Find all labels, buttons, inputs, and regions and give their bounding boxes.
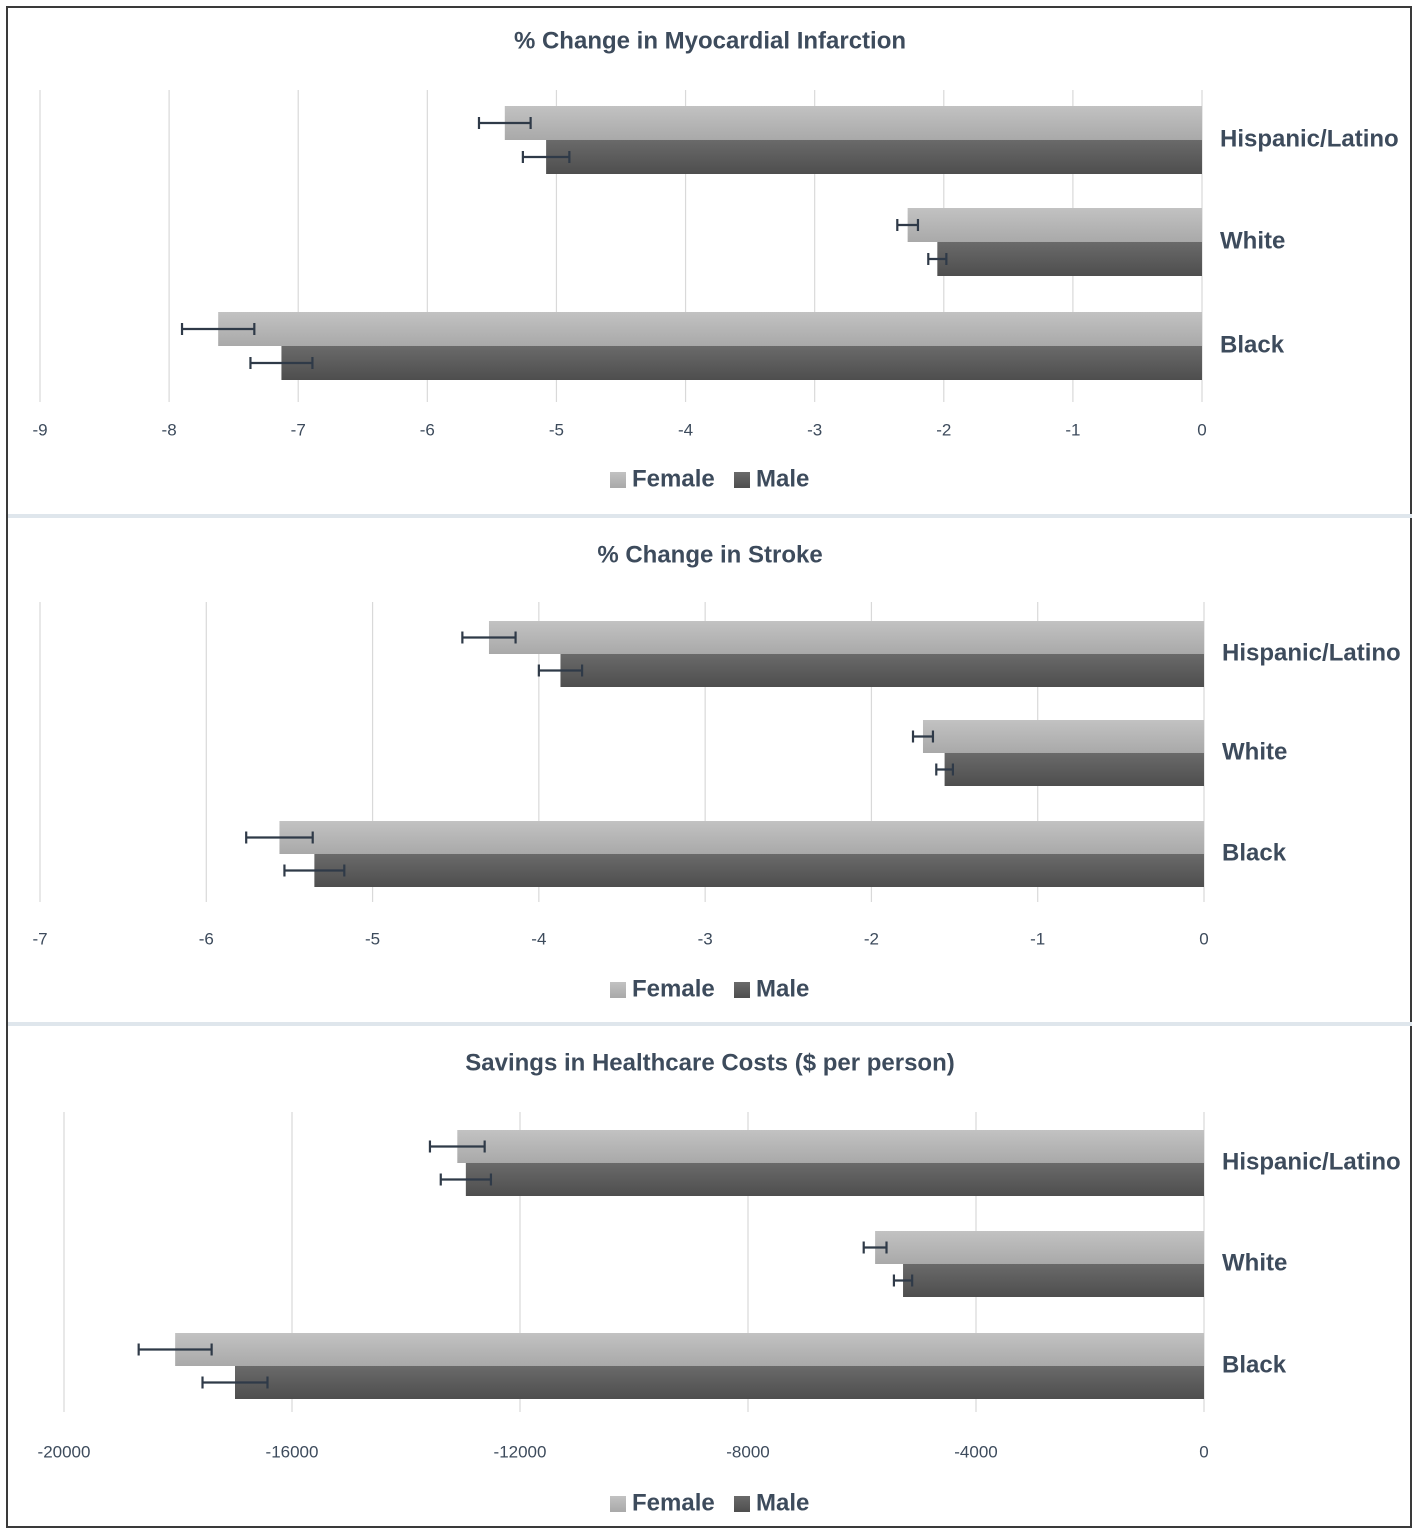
bar-male <box>546 140 1202 174</box>
chart-panel-healthcare-savings: Savings in Healthcare Costs ($ per perso… <box>8 1028 1412 1526</box>
x-tick-label: -4 <box>531 929 546 948</box>
bar-female <box>218 312 1202 346</box>
bar-male <box>465 1163 1205 1196</box>
panel-divider <box>8 514 1412 518</box>
error-bar <box>461 631 517 644</box>
bar-female <box>875 1231 1204 1264</box>
chart-svg: % Change in Stroke -7 -6 -5 -4 -3 -2 -1 0 Hispani… <box>32 541 1401 1002</box>
legend-swatch-male <box>734 982 750 998</box>
error-bar <box>892 1274 914 1287</box>
error-bar <box>935 763 955 776</box>
category-label: Black <box>1222 1351 1287 1378</box>
error-bar <box>283 864 346 877</box>
panel-divider <box>8 1022 1412 1026</box>
category-label: White <box>1220 227 1285 254</box>
x-tick-label: -2 <box>864 929 879 948</box>
error-bar <box>862 1241 888 1254</box>
legend-swatch-female <box>610 1496 626 1512</box>
bar-male <box>560 654 1204 687</box>
x-tick-label: -7 <box>291 420 306 439</box>
x-tick-label: -3 <box>807 420 822 439</box>
legend-swatch-male <box>734 472 750 488</box>
x-tick-label: -5 <box>549 420 564 439</box>
bar-female <box>457 1130 1204 1163</box>
error-bar <box>201 1376 269 1389</box>
x-tick-label: -3 <box>698 929 713 948</box>
error-bar <box>245 831 314 844</box>
x-tick-label: 0 <box>1199 929 1208 948</box>
error-bar <box>927 253 948 265</box>
error-bar <box>439 1173 493 1186</box>
bar-male <box>937 242 1202 276</box>
x-tick-label: -6 <box>420 420 435 439</box>
bar-female <box>907 208 1202 242</box>
legend-label: Male <box>756 975 809 1002</box>
legend-swatch-female <box>610 982 626 998</box>
chart-svg: % Change in Myocardial Infarction -9 -8 -7 -… <box>32 27 1399 492</box>
legend-label: Female <box>632 1489 715 1516</box>
x-tick-label: -1 <box>1030 929 1045 948</box>
category-label: Black <box>1220 331 1285 358</box>
legend-label: Female <box>632 975 715 1002</box>
bar-male <box>314 854 1204 887</box>
bar-female <box>279 821 1204 854</box>
legend-swatch-male <box>734 1496 750 1512</box>
category-label: Hispanic/Latino <box>1222 639 1401 666</box>
x-tick-label: -4 <box>678 420 693 439</box>
error-bar <box>428 1140 486 1153</box>
legend-label: Male <box>756 1489 809 1516</box>
x-tick-label: -4000 <box>954 1442 997 1461</box>
bar-female <box>504 106 1202 140</box>
bar-male <box>281 346 1203 380</box>
legend-swatch-female <box>610 472 626 488</box>
category-label: White <box>1222 1249 1287 1276</box>
category-label: White <box>1222 738 1287 765</box>
x-tick-label: -7 <box>32 929 47 948</box>
error-bar <box>137 1343 213 1356</box>
bar-male <box>944 753 1204 786</box>
error-bar <box>521 151 571 163</box>
x-tick-label: -5 <box>365 929 380 948</box>
bar-male <box>903 1264 1204 1297</box>
chart-title: % Change in Stroke <box>597 541 822 568</box>
legend-label: Male <box>756 465 809 492</box>
x-tick-label: -12000 <box>494 1442 547 1461</box>
bar-female <box>175 1333 1204 1366</box>
bar-male <box>235 1366 1204 1399</box>
x-tick-label: -20000 <box>38 1442 91 1461</box>
chart-svg: Savings in Healthcare Costs ($ per perso… <box>38 1049 1401 1516</box>
x-tick-label: -16000 <box>266 1442 319 1461</box>
x-tick-label: -8000 <box>726 1442 769 1461</box>
category-label: Hispanic/Latino <box>1222 1148 1401 1175</box>
bar-female <box>488 621 1204 654</box>
category-label: Black <box>1222 839 1287 866</box>
legend: Female Male <box>610 1489 809 1516</box>
x-tick-label: -2 <box>936 420 951 439</box>
error-bar <box>477 117 532 129</box>
error-bar <box>249 357 314 369</box>
category-label: Hispanic/Latino <box>1220 125 1399 152</box>
legend: Female Male <box>610 465 809 492</box>
chart-title: % Change in Myocardial Infarction <box>514 27 906 54</box>
chart-panel-myocardial-infarction: % Change in Myocardial Infarction -9 -8 -7 -… <box>8 10 1412 512</box>
error-bar <box>911 730 935 743</box>
x-tick-label: -6 <box>199 929 214 948</box>
chart-title: Savings in Healthcare Costs ($ per perso… <box>465 1049 954 1076</box>
error-bar <box>180 323 256 335</box>
chart-panel-stroke: % Change in Stroke -7 -6 -5 -4 -3 -2 -1 0 Hispani… <box>8 520 1412 1020</box>
x-tick-label: 0 <box>1199 1442 1208 1461</box>
error-bar <box>896 219 920 231</box>
x-tick-label: -1 <box>1065 420 1080 439</box>
x-tick-label: -8 <box>162 420 177 439</box>
x-tick-label: -9 <box>32 420 47 439</box>
legend: Female Male <box>610 975 809 1002</box>
x-tick-label: 0 <box>1197 420 1206 439</box>
legend-label: Female <box>632 465 715 492</box>
error-bar <box>537 664 584 677</box>
bar-female <box>922 720 1204 753</box>
